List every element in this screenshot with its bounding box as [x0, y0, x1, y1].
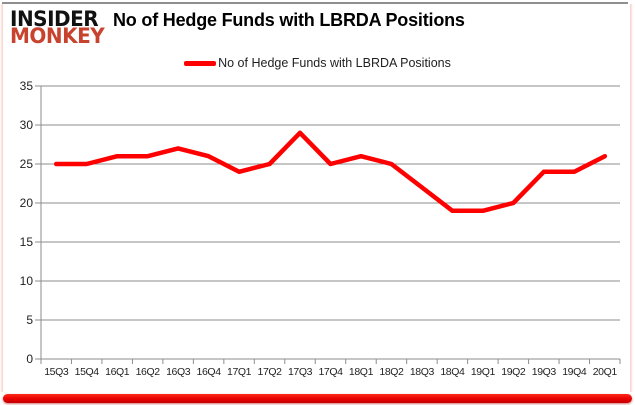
- bottom-red-bar: [3, 394, 632, 403]
- logo-text-insider: INSIDER: [10, 5, 99, 32]
- legend-line-swatch: [184, 60, 217, 66]
- logo-text-monkey: MONKEY: [10, 22, 105, 49]
- legend-label: No of Hedge Funds with LBRDA Positions: [218, 56, 451, 70]
- right-border: [630, 4, 633, 392]
- left-border: [0, 4, 3, 392]
- insider-monkey-logo: INSIDER MONKEY: [10, 5, 105, 49]
- data-series-line: [53, 130, 608, 214]
- legend: No of Hedge Funds with LBRDA Positions: [0, 56, 635, 70]
- chart-title: No of Hedge Funds with LBRDA Positions: [113, 10, 465, 30]
- top-border: [2, 2, 628, 4]
